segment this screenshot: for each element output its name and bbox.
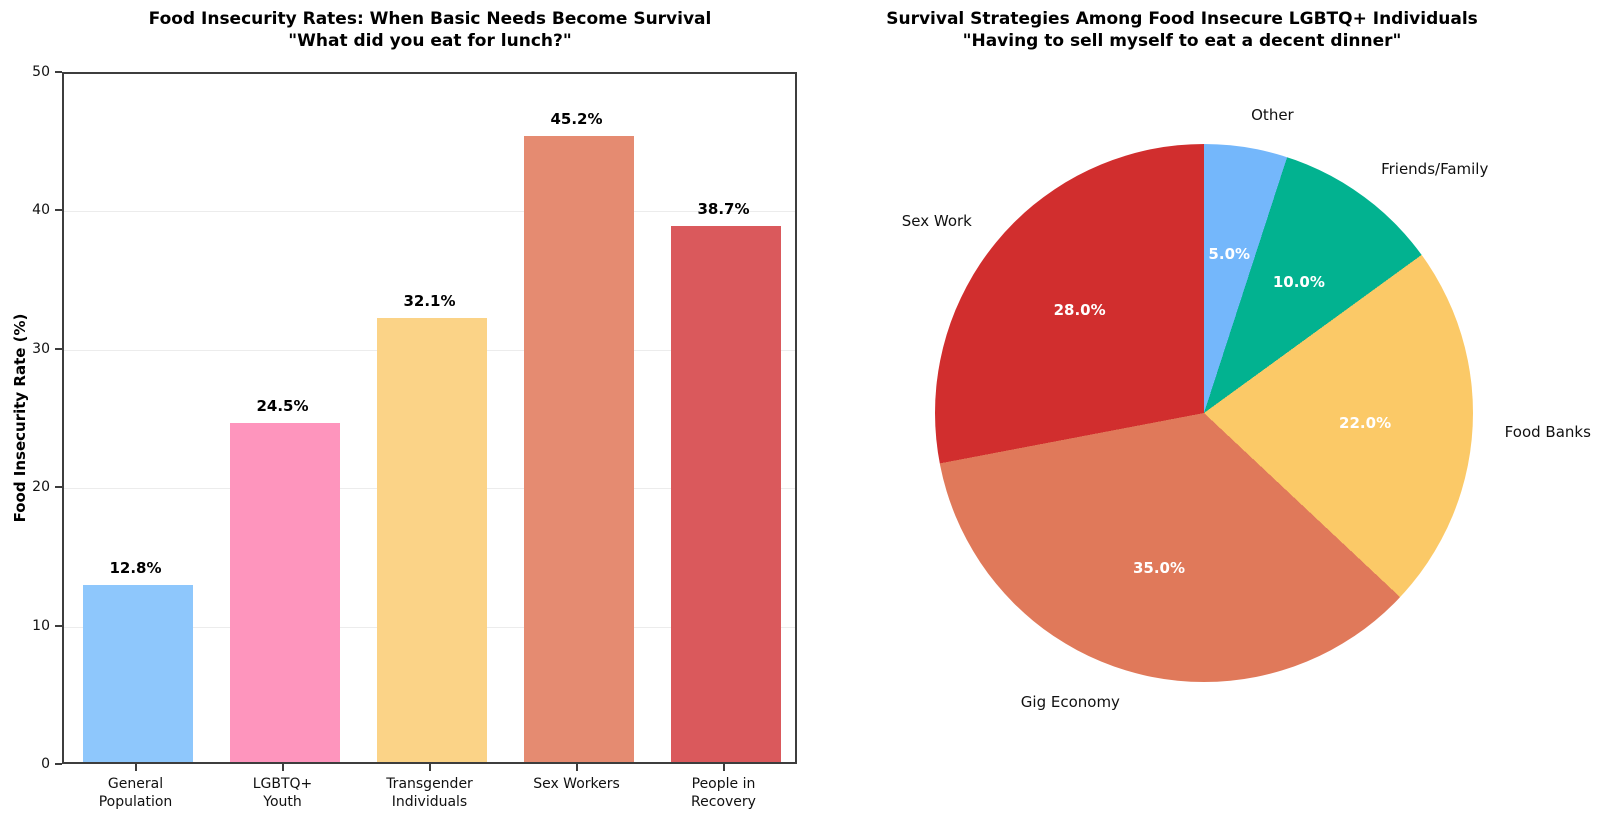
x-tick-label: People in Recovery [691, 776, 756, 810]
pie-circle [935, 144, 1473, 682]
pie-category-label-0: Other [1251, 106, 1294, 125]
bar-value-label: 38.7% [697, 200, 750, 219]
bar-1 [229, 422, 340, 762]
bar-chart-title-line1: Food Insecurity Rates: When Basic Needs … [148, 9, 712, 29]
bar-3 [523, 136, 634, 762]
bar-chart-panel: Food Insecurity Rates: When Basic Needs … [11, 8, 797, 810]
pie-category-label-2: Food Banks [1504, 422, 1591, 441]
pie-chart-title-line1: Survival Strategies Among Food Insecure … [886, 9, 1478, 29]
bar-value-label: 24.5% [256, 396, 309, 415]
pie-chart-title: Survival Strategies Among Food Insecure … [886, 8, 1478, 52]
y-tick-mark [55, 624, 62, 627]
y-tick-mark [55, 209, 62, 212]
y-tick-mark [55, 347, 62, 350]
pie-category-label-3: Gig Economy [1020, 693, 1120, 712]
bar-2 [376, 317, 487, 762]
bar-4 [670, 226, 781, 762]
y-tick-mark [55, 71, 62, 73]
y-tick-mark [55, 486, 62, 489]
x-tick-label: LGBTQ+ Youth [252, 776, 313, 810]
pie-category-label-4: Sex Work [901, 211, 972, 230]
x-tick-label: Sex Workers [533, 776, 620, 792]
y-tick-label: 10 [32, 617, 50, 634]
bar-chart-subtitle: "What did you eat for lunch?" [288, 31, 572, 51]
x-tick-mark [428, 764, 431, 771]
bar-value-label: 45.2% [550, 110, 603, 129]
bar-0 [82, 584, 193, 762]
x-tick-mark [281, 764, 284, 771]
pie-category-label-1: Friends/Family [1381, 160, 1489, 179]
y-tick-label: 30 [32, 340, 50, 357]
pie-pct-label-0: 5.0% [1208, 244, 1251, 263]
y-tick-label: 50 [32, 64, 50, 80]
gridline-40 [64, 211, 795, 213]
y-tick-label: 0 [41, 756, 50, 772]
x-tick-mark [722, 764, 725, 771]
pie-chart-subtitle: "Having to sell myself to eat a decent d… [962, 31, 1402, 51]
pie-pct-label-3: 35.0% [1132, 558, 1185, 577]
y-tick-mark [55, 763, 62, 765]
y-tick-label: 40 [32, 202, 50, 219]
y-tick-label: 20 [32, 479, 50, 496]
pie-pct-label-4: 28.0% [1053, 301, 1106, 320]
bar-value-label: 12.8% [109, 558, 162, 577]
x-tick-mark [134, 764, 137, 771]
bar-value-label: 32.1% [403, 291, 456, 310]
bar-plot-area [62, 72, 797, 764]
pie-pct-label-1: 10.0% [1272, 273, 1325, 292]
x-tick-label: Transgender Individuals [386, 776, 473, 810]
pie-pct-label-2: 22.0% [1339, 414, 1392, 433]
pie-chart-panel: Survival Strategies Among Food Insecure … [820, 0, 1600, 815]
x-tick-label: General Population [98, 776, 173, 810]
x-tick-mark [575, 764, 578, 771]
bar-chart-title: Food Insecurity Rates: When Basic Needs … [149, 8, 712, 52]
